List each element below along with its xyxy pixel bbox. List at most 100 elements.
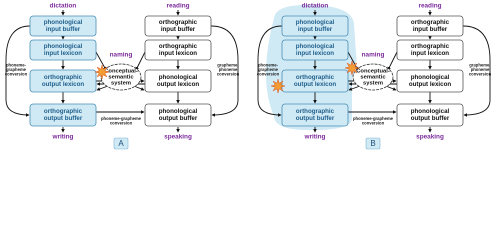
arrow	[348, 85, 361, 91]
module-label: phonological	[159, 108, 198, 115]
input-label: naming	[362, 52, 385, 59]
module-box	[144, 15, 212, 37]
route-label: phoneme-	[258, 63, 279, 68]
module-box	[281, 103, 349, 127]
route-label: grapheme-	[469, 63, 491, 68]
arrow	[5, 25, 31, 117]
arrow	[96, 85, 109, 91]
module-box	[29, 69, 97, 93]
arrow	[210, 25, 239, 117]
route-label: phoneme	[219, 67, 238, 72]
route-label: grapheme-	[217, 63, 239, 68]
module-label: input buffer	[161, 26, 196, 33]
module-label: phonological	[411, 74, 450, 81]
module-label: output lexicon	[294, 81, 336, 88]
route-label: conversion	[5, 72, 28, 77]
panel-tag	[365, 137, 381, 150]
route-label: grapheme	[6, 67, 27, 72]
arrow	[135, 51, 146, 71]
center-label: semantic	[108, 75, 134, 81]
module-label: input buffer	[298, 26, 333, 33]
route-label: conversion	[217, 72, 240, 77]
arrow	[133, 85, 145, 91]
module-box	[396, 69, 464, 93]
module-box	[29, 103, 97, 127]
module-label: input lexicon	[296, 50, 334, 57]
module-label: orthographic	[296, 74, 335, 81]
module-box	[29, 39, 97, 61]
arrow	[95, 51, 107, 71]
output-label: speaking	[416, 134, 444, 141]
module-label: phonological	[44, 43, 83, 50]
module-label: output buffer	[411, 115, 450, 122]
semantic-cloud	[352, 63, 394, 91]
module-label: output buffer	[159, 115, 198, 122]
output-label: writing	[52, 134, 74, 141]
module-label: input lexicon	[44, 50, 82, 57]
route-label: grapheme	[258, 67, 279, 72]
module-label: phonological	[296, 19, 335, 26]
module-box	[144, 39, 212, 61]
module-label: orthographic	[411, 43, 450, 50]
route-label: phoneme	[471, 67, 490, 72]
center-label: system	[111, 81, 131, 87]
input-label: naming	[110, 52, 133, 59]
module-label: orthographic	[159, 43, 198, 50]
arrow	[385, 85, 397, 91]
center-label: system	[363, 81, 383, 87]
module-box	[281, 15, 349, 37]
center-label: Conceptual-	[356, 68, 390, 74]
module-label: input lexicon	[159, 50, 197, 57]
module-label: output lexicon	[157, 81, 199, 88]
arrow	[347, 51, 359, 71]
panel-label: A	[118, 139, 124, 148]
module-box	[144, 103, 212, 127]
module-box	[29, 15, 97, 37]
route-label: conversion	[469, 72, 492, 77]
module-label: output lexicon	[42, 81, 84, 88]
route-label: phoneme-	[6, 63, 27, 68]
input-label: reading	[418, 3, 441, 10]
panel-label: B	[370, 139, 375, 148]
module-label: orthographic	[159, 19, 198, 26]
route-label: conversion	[362, 120, 385, 125]
module-box	[281, 39, 349, 61]
lesion-star	[270, 78, 286, 94]
module-label: orthographic	[296, 108, 335, 115]
panel-tag	[113, 137, 129, 150]
module-box	[144, 69, 212, 93]
module-box	[396, 15, 464, 37]
output-label: speaking	[164, 134, 192, 141]
module-box	[396, 103, 464, 127]
diagram: dictation reading writing speaking naming pho…	[5, 3, 492, 150]
module-label: orthographic	[44, 108, 83, 115]
module-label: output buffer	[296, 115, 335, 122]
arrow	[462, 25, 491, 117]
module-label: orthographic	[411, 19, 450, 26]
output-label: writing	[304, 134, 326, 141]
lesion-star	[94, 64, 110, 80]
input-label: dictation	[302, 3, 329, 10]
arrow	[387, 51, 398, 71]
route-label: conversion	[110, 120, 133, 125]
module-label: output lexicon	[409, 81, 451, 88]
semantic-cloud	[100, 63, 142, 91]
module-label: input buffer	[46, 26, 81, 33]
module-box	[396, 39, 464, 61]
arrow	[257, 25, 283, 117]
input-label: reading	[166, 3, 189, 10]
route-label: phoneme-grapheme	[353, 116, 394, 121]
module-label: orthographic	[44, 74, 83, 81]
input-label: dictation	[50, 3, 77, 10]
module-label: input lexicon	[411, 50, 449, 57]
module-label: phonological	[44, 19, 83, 26]
module-label: output buffer	[44, 115, 83, 122]
module-label: phonological	[159, 74, 198, 81]
module-label: phonological	[296, 43, 335, 50]
module-label: input buffer	[413, 26, 448, 33]
center-label: semantic	[360, 75, 386, 81]
module-box	[281, 69, 349, 93]
module-label: phonological	[411, 108, 450, 115]
lesion-star	[344, 60, 360, 76]
center-label: Conceptual-	[104, 68, 138, 74]
